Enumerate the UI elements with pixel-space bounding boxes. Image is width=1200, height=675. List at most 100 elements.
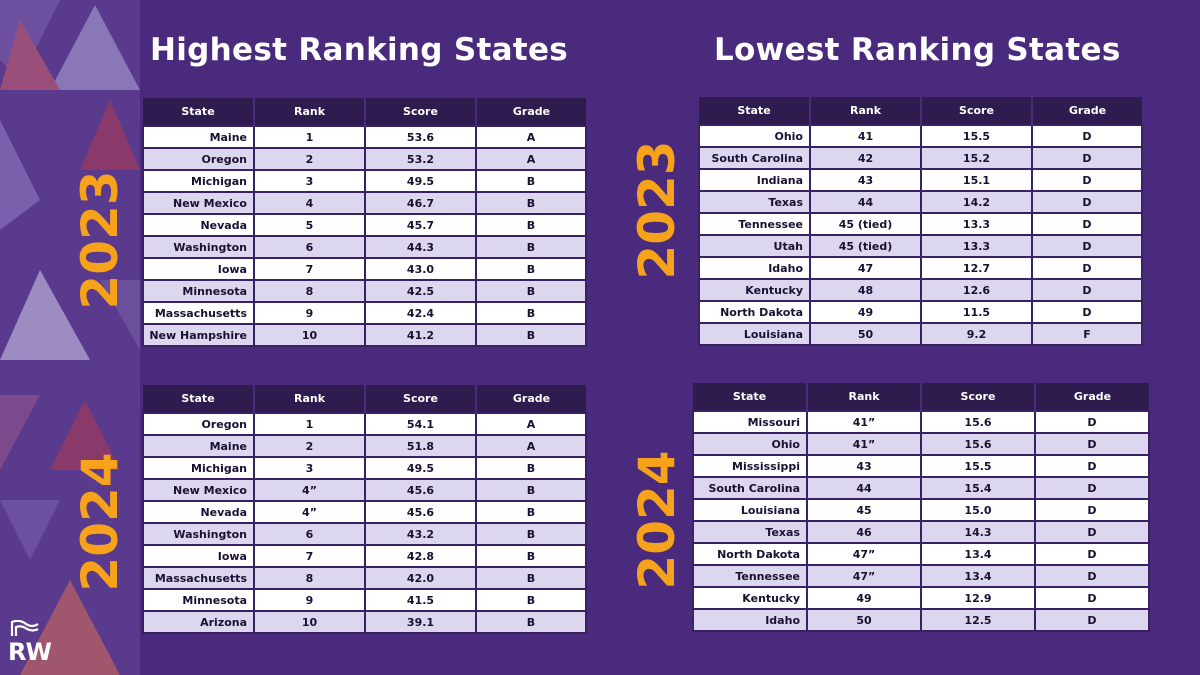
table-row: Minnesota 9 41.5 B xyxy=(142,588,587,612)
table-row: Maine 2 51.8 A xyxy=(142,434,587,458)
grade-cell: D xyxy=(1031,168,1143,192)
grade-cell: B xyxy=(475,301,587,325)
table-row: Iowa 7 43.0 B xyxy=(142,257,587,281)
score-cell: 13.3 xyxy=(920,212,1033,236)
rank-cell: 45 (tied) xyxy=(809,234,922,258)
score-cell: 12.9 xyxy=(920,586,1036,610)
state-cell: Iowa xyxy=(142,544,255,568)
rank-cell: 47” xyxy=(806,564,922,588)
state-cell: Massachusetts xyxy=(142,566,255,590)
score-cell: 15.2 xyxy=(920,146,1033,170)
grade-cell: B xyxy=(475,456,587,480)
state-cell: North Dakota xyxy=(698,300,811,324)
year-label-2024-left: 2024 xyxy=(71,452,129,592)
grade-cell: D xyxy=(1034,564,1150,588)
state-cell: Nevada xyxy=(142,500,255,524)
score-cell: 42.5 xyxy=(364,279,477,303)
table-row: Michigan 3 49.5 B xyxy=(142,456,587,480)
rank-cell: 7 xyxy=(253,544,366,568)
table-row: Idaho 50 12.5 D xyxy=(692,608,1150,632)
score-cell: 46.7 xyxy=(364,191,477,215)
rank-cell: 43 xyxy=(809,168,922,192)
score-cell: 15.6 xyxy=(920,410,1036,434)
score-cell: 14.2 xyxy=(920,190,1033,214)
grade-cell: D xyxy=(1034,454,1150,478)
state-cell: Michigan xyxy=(142,456,255,480)
grade-cell: B xyxy=(475,522,587,546)
state-cell: Louisiana xyxy=(692,498,808,522)
decorative-background-art xyxy=(0,0,140,675)
state-cell: Louisiana xyxy=(698,322,811,346)
score-cell: 42.4 xyxy=(364,301,477,325)
score-cell: 54.1 xyxy=(364,412,477,436)
rw-logo: RW xyxy=(8,620,54,664)
rank-cell: 42 xyxy=(809,146,922,170)
grade-cell: B xyxy=(475,257,587,281)
table-row: Maine 1 53.6 A xyxy=(142,125,587,149)
score-cell: 12.7 xyxy=(920,256,1033,280)
rank-cell: 50 xyxy=(809,322,922,346)
table-row: South Carolina 42 15.2 D xyxy=(698,146,1143,170)
state-cell: South Carolina xyxy=(692,476,808,500)
state-cell: Ohio xyxy=(692,432,808,456)
state-cell: Texas xyxy=(698,190,811,214)
rank-cell: 8 xyxy=(253,279,366,303)
score-cell: 11.5 xyxy=(920,300,1033,324)
score-cell: 13.4 xyxy=(920,564,1036,588)
grade-cell: D xyxy=(1034,542,1150,566)
table-row: Tennessee 47” 13.4 D xyxy=(692,564,1150,588)
table-row: Michigan 3 49.5 B xyxy=(142,169,587,193)
table-row: Ohio 41” 15.6 D xyxy=(692,432,1150,456)
score-cell: 15.6 xyxy=(920,432,1036,456)
score-cell: 15.4 xyxy=(920,476,1036,500)
rank-cell: 4 xyxy=(253,191,366,215)
column-header-grade: Grade xyxy=(476,98,586,126)
state-cell: Oregon xyxy=(142,147,255,171)
state-cell: Washington xyxy=(142,522,255,546)
highest-2023-table: State Rank Score Grade Maine 1 53.6 A Oregon… xyxy=(142,98,587,347)
score-cell: 13.4 xyxy=(920,542,1036,566)
column-header-score: Score xyxy=(921,383,1036,411)
grade-cell: B xyxy=(475,566,587,590)
table-row: Nevada 5 45.7 B xyxy=(142,213,587,237)
table-row: Washington 6 43.2 B xyxy=(142,522,587,546)
rank-cell: 10 xyxy=(253,610,366,634)
rank-cell: 1 xyxy=(253,125,366,149)
column-header-score: Score xyxy=(921,97,1033,125)
year-label-2023-left: 2023 xyxy=(71,170,129,310)
state-cell: Maine xyxy=(142,434,255,458)
grade-cell: D xyxy=(1031,234,1143,258)
state-cell: Minnesota xyxy=(142,588,255,612)
table-row: North Dakota 49 11.5 D xyxy=(698,300,1143,324)
table-row: Washington 6 44.3 B xyxy=(142,235,587,259)
rank-cell: 10 xyxy=(253,323,366,347)
rank-cell: 45 xyxy=(806,498,922,522)
grade-cell: B xyxy=(475,213,587,237)
rank-cell: 2 xyxy=(253,147,366,171)
rank-cell: 50 xyxy=(806,608,922,632)
table-row: Louisiana 50 9.2 F xyxy=(698,322,1143,346)
score-cell: 12.5 xyxy=(920,608,1036,632)
score-cell: 15.1 xyxy=(920,168,1033,192)
grade-cell: D xyxy=(1034,498,1150,522)
flag-icon xyxy=(10,620,39,636)
table-row: Ohio 41 15.5 D xyxy=(698,124,1143,148)
state-cell: Kentucky xyxy=(698,278,811,302)
state-cell: New Mexico xyxy=(142,478,255,502)
score-cell: 45.7 xyxy=(364,213,477,237)
rank-cell: 41” xyxy=(806,432,922,456)
rank-cell: 3 xyxy=(253,169,366,193)
grade-cell: B xyxy=(475,323,587,347)
grade-cell: B xyxy=(475,235,587,259)
grade-cell: D xyxy=(1034,520,1150,544)
score-cell: 41.2 xyxy=(364,323,477,347)
table-row: Oregon 2 53.2 A xyxy=(142,147,587,171)
state-cell: Indiana xyxy=(698,168,811,192)
rank-cell: 46 xyxy=(806,520,922,544)
grade-cell: D xyxy=(1031,256,1143,280)
rank-cell: 6 xyxy=(253,235,366,259)
grade-cell: D xyxy=(1031,212,1143,236)
grade-cell: B xyxy=(475,500,587,524)
column-header-state: State xyxy=(143,98,255,126)
grade-cell: A xyxy=(475,125,587,149)
